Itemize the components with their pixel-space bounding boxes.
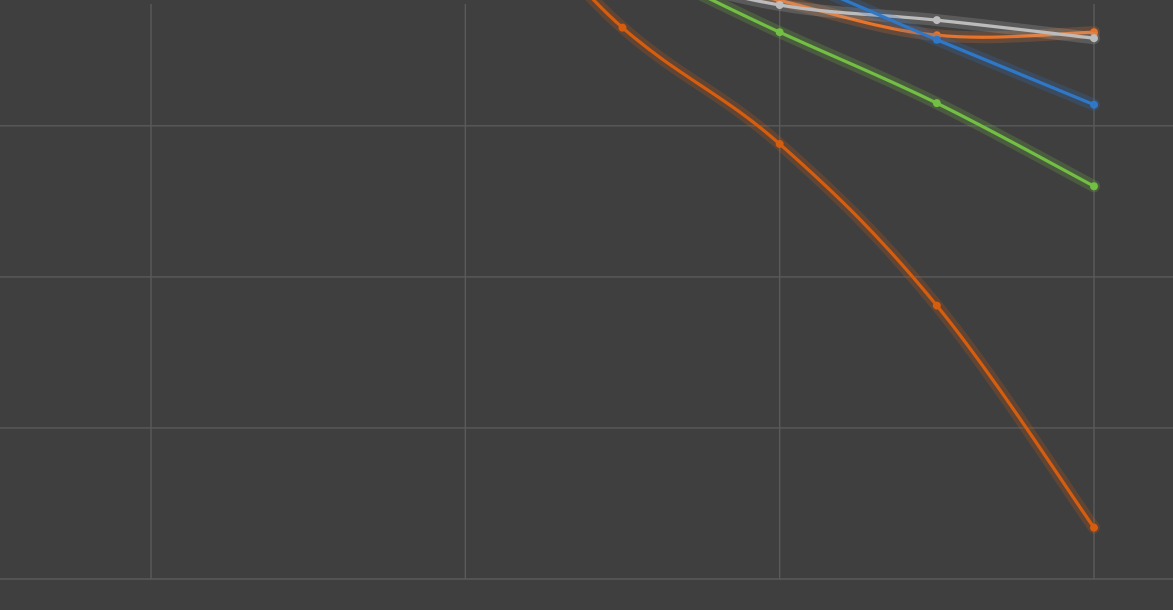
data-point bbox=[1090, 28, 1098, 37]
series-glow bbox=[585, 0, 1100, 534]
series-4 bbox=[585, 0, 1100, 534]
series-2 bbox=[828, 0, 1100, 111]
grid bbox=[0, 4, 1173, 580]
data-point bbox=[1090, 182, 1098, 191]
series-3 bbox=[698, 0, 1100, 193]
data-point bbox=[1090, 100, 1098, 109]
series-line bbox=[591, 0, 1096, 530]
data-point bbox=[1090, 34, 1098, 43]
data-point bbox=[932, 99, 941, 108]
data-point bbox=[775, 1, 784, 9]
data-point bbox=[932, 301, 941, 310]
series-line bbox=[745, 0, 1096, 40]
data-point bbox=[775, 139, 784, 148]
series-1 bbox=[725, 0, 1100, 45]
series-layer bbox=[585, 0, 1100, 534]
series-line bbox=[770, 0, 1096, 39]
series-line bbox=[840, 0, 1096, 107]
data-point bbox=[932, 35, 941, 44]
data-point bbox=[1090, 523, 1098, 532]
data-point bbox=[618, 23, 627, 32]
series-line bbox=[708, 0, 1096, 188]
data-point bbox=[775, 28, 784, 37]
data-point bbox=[932, 16, 941, 25]
